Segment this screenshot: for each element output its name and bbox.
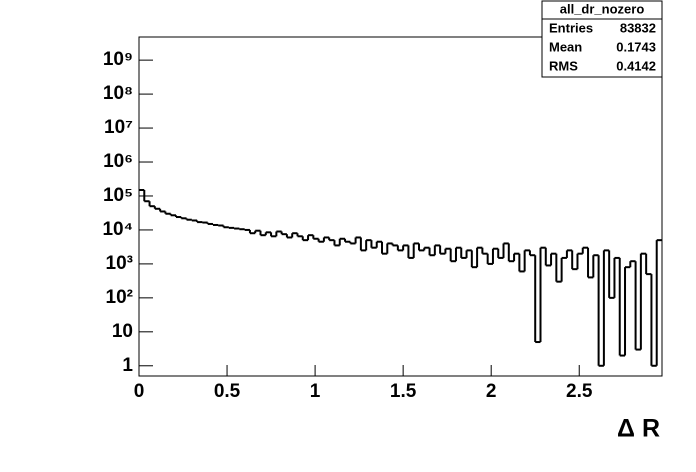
y-tick-label: 1 (122, 355, 133, 376)
x-tick-label: 1.5 (390, 381, 417, 402)
y-tick-label: 10⁴ (102, 219, 133, 240)
x-tick-label: 1 (310, 381, 321, 402)
y-tick-label: 10⁶ (103, 151, 133, 172)
stats-key: Entries (549, 20, 593, 35)
y-tick-label: 10³ (106, 253, 133, 274)
stats-title: all_dr_nozero (560, 1, 645, 16)
x-tick-label: 0 (134, 381, 145, 402)
y-tick-label: 10⁹ (103, 49, 133, 70)
stats-key: Mean (549, 39, 582, 54)
stats-box: all_dr_nozero Entries 83832 Mean 0.1743 … (541, 0, 663, 78)
x-axis-label: Δ R (617, 415, 660, 443)
y-tick-label: 10 (112, 321, 133, 342)
x-tick-label: 2.5 (566, 381, 593, 402)
x-tick-label: 2 (486, 381, 497, 402)
y-tick-label: 10⁵ (103, 185, 133, 206)
y-tick-label: 10² (106, 287, 133, 308)
stats-value: 0.4142 (616, 58, 656, 73)
stats-frame (541, 0, 663, 78)
plot-frame (138, 36, 663, 377)
stats-value: 83832 (620, 20, 656, 35)
x-tick-label: 0.5 (214, 381, 241, 402)
y-tick-label: 10⁸ (103, 83, 133, 104)
y-tick-label: 10⁷ (104, 117, 133, 138)
stats-value: 0.1743 (616, 39, 656, 54)
stats-key: RMS (549, 58, 578, 73)
